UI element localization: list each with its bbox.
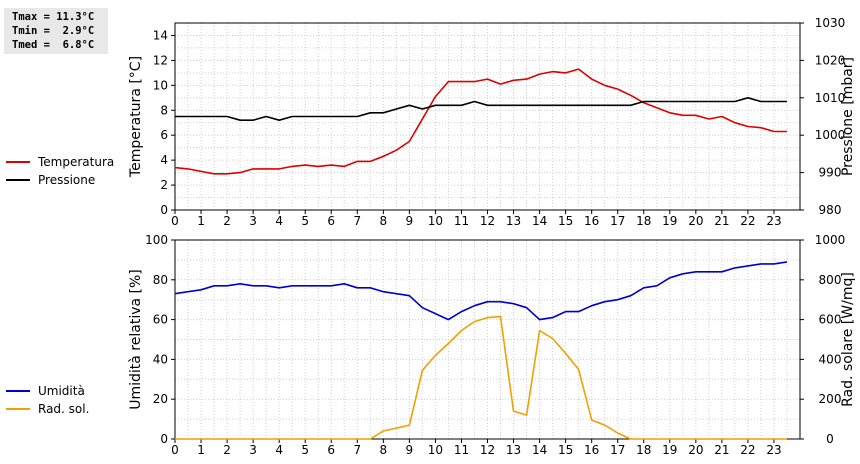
x-tick-label: 21 <box>714 214 729 228</box>
x-tick-label: 1 <box>197 214 205 228</box>
x-tick-label: 10 <box>428 214 443 228</box>
x-tick-label: 7 <box>353 443 361 457</box>
y2-tick-label: 200 <box>819 392 842 406</box>
x-tick-label: 8 <box>380 214 388 228</box>
y2-tick-label: 980 <box>819 203 842 217</box>
legend-label: Rad. sol. <box>38 402 89 416</box>
x-tick-label: 9 <box>406 214 414 228</box>
y2-tick-label: 990 <box>819 166 842 180</box>
y-tick-label: 10 <box>153 78 168 92</box>
legend-label: Temperatura <box>37 155 114 169</box>
x-tick-label: 11 <box>454 443 469 457</box>
y2-tick-label: 0 <box>826 432 834 446</box>
x-tick-label: 3 <box>249 443 257 457</box>
x-tick-label: 17 <box>610 443 625 457</box>
x-tick-label: 23 <box>766 443 781 457</box>
y2-tick-label: 800 <box>819 273 842 287</box>
y-tick-label: 80 <box>153 273 168 287</box>
y2-tick-label: 1000 <box>815 233 846 247</box>
x-tick-label: 4 <box>275 443 283 457</box>
y-tick-label: 0 <box>160 432 168 446</box>
stat-tmax: Tmax = 11.3°C <box>12 11 95 23</box>
y2-tick-label: 600 <box>819 313 842 327</box>
x-tick-label: 14 <box>532 214 547 228</box>
stat-tmed: Tmed = 6.8°C <box>12 39 95 51</box>
x-tick-label: 22 <box>740 214 755 228</box>
x-tick-label: 8 <box>380 443 388 457</box>
x-tick-label: 0 <box>171 443 179 457</box>
x-tick-label: 2 <box>223 214 231 228</box>
x-tick-label: 10 <box>428 443 443 457</box>
legend-label: Umidità <box>38 384 85 398</box>
x-tick-label: 7 <box>353 214 361 228</box>
y-tick-label: 4 <box>160 153 168 167</box>
series-line-temperatura <box>174 68 787 175</box>
series-line-pressione <box>175 97 787 121</box>
y-tick-label: 0 <box>160 203 168 217</box>
stats-box: Tmax = 11.3°C Tmin = 2.9°C Tmed = 6.8°C <box>4 8 108 54</box>
x-tick-label: 16 <box>584 214 599 228</box>
y-tick-label: 12 <box>153 53 168 67</box>
x-tick-label: 5 <box>301 214 309 228</box>
x-tick-label: 20 <box>688 214 703 228</box>
y-tick-label: 20 <box>153 392 168 406</box>
y2-tick-label: 1010 <box>815 91 846 105</box>
x-tick-label: 5 <box>301 443 309 457</box>
x-tick-label: 12 <box>480 443 495 457</box>
x-tick-label: 6 <box>327 443 335 457</box>
x-tick-label: 12 <box>480 214 495 228</box>
chart-1: 0 1 2 3 4 5 6 7 8 9 10 11 12 13 14 15 16 17 18 19 20 21 22 2302… <box>6 16 856 228</box>
y-tick-label: 40 <box>153 352 168 366</box>
y-tick-label: 60 <box>153 313 168 327</box>
y-tick-label: 8 <box>160 103 168 117</box>
y2-tick-label: 1000 <box>815 128 846 142</box>
x-tick-label: 6 <box>327 214 335 228</box>
y-tick-label: 100 <box>145 233 168 247</box>
y2-tick-label: 1020 <box>815 53 846 67</box>
x-tick-label: 3 <box>249 214 257 228</box>
x-tick-label: 13 <box>506 443 521 457</box>
stat-tmin: Tmin = 2.9°C <box>12 25 95 37</box>
x-tick-label: 18 <box>636 214 651 228</box>
y2-axis-label: Pressione [mbar] <box>840 57 856 176</box>
x-tick-label: 21 <box>714 443 729 457</box>
y2-tick-label: 400 <box>819 352 842 366</box>
x-tick-label: 2 <box>223 443 231 457</box>
legend-label: Pressione <box>38 173 95 187</box>
x-tick-label: 16 <box>584 443 599 457</box>
x-tick-label: 1 <box>197 443 205 457</box>
x-tick-label: 20 <box>688 443 703 457</box>
x-tick-label: 17 <box>610 214 625 228</box>
x-tick-label: 18 <box>636 443 651 457</box>
x-tick-label: 9 <box>406 443 414 457</box>
x-tick-label: 4 <box>275 214 283 228</box>
y-axis-label: Umidità relativa [%] <box>128 269 144 410</box>
series-line-rad-sol- <box>175 315 787 440</box>
x-tick-label: 19 <box>662 214 677 228</box>
y2-axis-label: Rad. solare [W/mq] <box>840 272 856 407</box>
y-tick-label: 14 <box>153 28 168 42</box>
x-tick-label: 11 <box>454 214 469 228</box>
x-tick-label: 0 <box>171 214 179 228</box>
y-tick-label: 2 <box>160 178 168 192</box>
y-tick-label: 6 <box>160 128 168 142</box>
x-tick-label: 15 <box>558 443 573 457</box>
x-tick-label: 22 <box>740 443 755 457</box>
series-line-umidit- <box>174 261 788 321</box>
x-tick-label: 15 <box>558 214 573 228</box>
x-tick-label: 14 <box>532 443 547 457</box>
x-tick-label: 23 <box>766 214 781 228</box>
y-axis-label: Temperatura [°C] <box>128 56 144 178</box>
chart-2: 0 1 2 3 4 5 6 7 8 9 10 11 12 13 14 15 16 17 18 19 20 21 22 2302… <box>6 233 856 457</box>
x-tick-label: 19 <box>662 443 677 457</box>
y2-tick-label: 1030 <box>815 16 846 30</box>
x-tick-label: 13 <box>506 214 521 228</box>
